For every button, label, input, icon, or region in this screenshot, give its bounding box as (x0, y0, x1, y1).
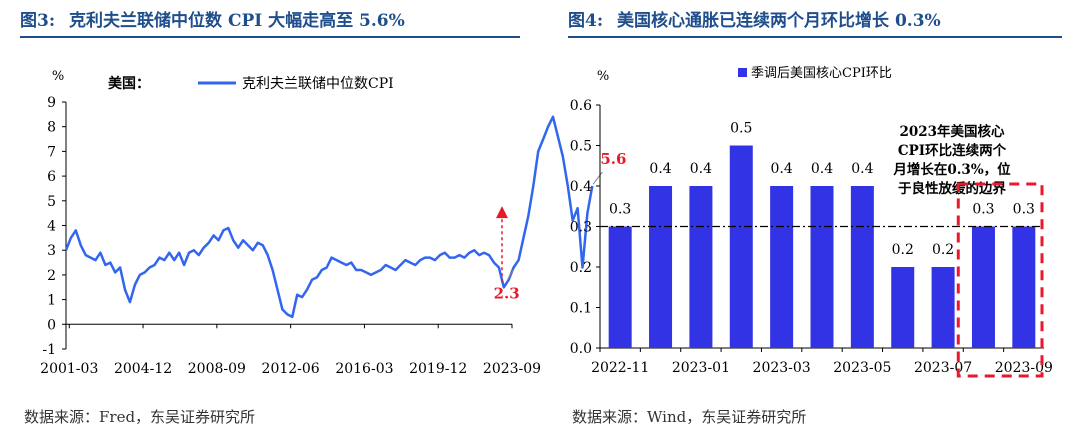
bar-value-label: 0.2 (932, 242, 954, 258)
bar-value-label: 0.4 (690, 161, 712, 177)
bar-value-label: 0.2 (892, 242, 914, 258)
x-tick-label: 2023-01 (672, 360, 730, 376)
y-tick-label: 1 (47, 293, 56, 309)
bar (608, 226, 632, 348)
x-tick-label: 2023-07 (914, 360, 972, 376)
y-tick-label: 0.4 (570, 179, 592, 195)
bar (729, 145, 753, 348)
y-tick-label: 3 (47, 243, 56, 259)
y-axis-unit: % (597, 69, 609, 84)
left-title-rule (20, 36, 520, 38)
bar (649, 186, 673, 348)
series-line (64, 115, 594, 319)
right-chart-title: 图4: 美国核心通胀已连续两个月环比增长 0.3% (568, 6, 941, 31)
y-tick-label: 7 (47, 144, 56, 160)
legend-region-label: 美国： (108, 75, 150, 92)
annotation-leader-high (592, 171, 603, 185)
y-tick-label: 0.6 (570, 98, 592, 114)
bar (931, 267, 955, 348)
annotation-text: CPI环比连续两个 (898, 142, 1007, 159)
annotation-low: 2.3 (494, 284, 520, 302)
y-tick-label: 4 (47, 219, 56, 235)
y-tick-label: 5 (47, 194, 56, 210)
y-tick-label: -1 (42, 342, 56, 358)
y-tick-label: 8 (47, 120, 56, 136)
y-tick-label: 9 (47, 95, 56, 111)
bar (891, 267, 915, 348)
y-tick-label: 0.5 (570, 139, 592, 155)
right-source-note: 数据来源：Wind，东吴证券研究所 (572, 408, 807, 426)
legend-label: 克利夫兰联储中位数CPI (242, 76, 394, 92)
left-source-note: 数据来源：Fred，东吴证券研究所 (24, 408, 256, 426)
y-tick-label: 0.3 (570, 220, 592, 236)
bar (770, 186, 794, 348)
bar (1012, 226, 1036, 348)
annotation-leader-low (507, 269, 515, 280)
x-tick-label: 2001-03 (40, 361, 98, 377)
bar-value-label: 0.4 (851, 161, 873, 177)
annotation-text: 于良性放缓的边界 (898, 180, 1006, 197)
y-tick-label: 0 (47, 317, 56, 333)
line-chart: % -1 0 1 2 3 4 5 6 7 8 9 2001-03 2004-12 2008-09 2012-0… (40, 69, 626, 377)
left-chart-title: 图3: 克利夫兰联储中位数 CPI 大幅走高至 5.6% (20, 6, 405, 31)
highlight-box (956, 182, 1044, 378)
x-tick-label: 2023-05 (833, 360, 891, 376)
bar-value-label: 0.3 (972, 202, 994, 218)
annotation-text: 月增长在0.3%，位 (892, 161, 1011, 178)
bar (971, 226, 995, 348)
x-tick-label: 2023-09 (995, 360, 1053, 376)
right-chart-panel: 图4: 美国核心通胀已连续两个月环比增长 0.3% % 0.0 0.1 0.2 0.3 0… (548, 0, 1080, 439)
x-tick-label: 2016-03 (335, 361, 393, 377)
bar (689, 186, 713, 348)
y-tick-label: 0.0 (570, 341, 592, 357)
bar-value-label: 0.4 (649, 161, 671, 177)
bar (810, 186, 834, 348)
y-axis-unit: % (52, 69, 64, 84)
left-chart-panel: 图3: 克利夫兰联储中位数 CPI 大幅走高至 5.6% % -1 0 1 2 3 4 5 6 7… (0, 0, 626, 439)
legend-swatch (738, 68, 747, 77)
x-tick-label: 2022-11 (591, 360, 649, 376)
y-tick-label: 0.2 (570, 260, 592, 276)
bar-value-label: 0.3 (609, 202, 631, 218)
trend-arrow-head (496, 206, 508, 219)
annotation-text: 2023年美国核心 (899, 123, 1005, 140)
x-tick-label: 2008-09 (188, 361, 246, 377)
x-tick-label: 2004-12 (114, 361, 172, 377)
bar-value-label: 0.4 (771, 161, 793, 177)
left-figure-number: 图3: (20, 11, 56, 31)
bar (850, 186, 874, 348)
y-tick-label: 2 (47, 268, 56, 284)
x-tick-label: 2023-03 (753, 360, 811, 376)
x-tick-label: 2019-12 (409, 361, 467, 377)
bar-value-label: 0.4 (811, 161, 833, 177)
y-tick-label: 0.1 (570, 301, 592, 317)
x-tick-label: 2023-09 (483, 361, 541, 377)
bar-value-label: 0.3 (1013, 202, 1035, 218)
annotation-high: 5.6 (600, 150, 626, 168)
bar-chart: % 0.0 0.1 0.2 0.3 0.4 0.5 0.6 季调后美国核心CPI环比 0.3 0.4… (570, 66, 1053, 378)
right-title-text: 美国核心通胀已连续两个月环比增长 0.3% (617, 11, 941, 31)
x-tick-label: 2012-06 (262, 361, 320, 377)
y-tick-label: 6 (47, 169, 56, 185)
left-title-text: 克利夫兰联储中位数 CPI 大幅走高至 5.6% (69, 11, 405, 31)
right-title-rule (568, 36, 1062, 38)
bar-value-label: 0.5 (730, 121, 752, 137)
legend-label: 季调后美国核心CPI环比 (751, 66, 892, 81)
right-figure-number: 图4: (568, 11, 604, 31)
